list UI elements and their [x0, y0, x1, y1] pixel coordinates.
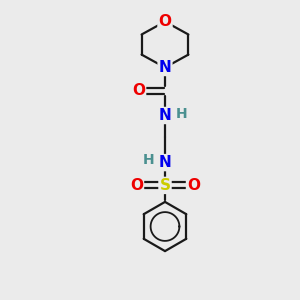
Text: O: O — [187, 178, 200, 193]
Text: O: O — [132, 83, 145, 98]
Text: H: H — [176, 107, 187, 121]
Text: O: O — [130, 178, 143, 193]
Text: H: H — [143, 153, 154, 167]
Text: N: N — [159, 155, 171, 170]
Text: N: N — [159, 60, 171, 75]
Text: N: N — [159, 108, 171, 123]
Text: O: O — [158, 14, 172, 29]
Text: S: S — [160, 178, 170, 193]
